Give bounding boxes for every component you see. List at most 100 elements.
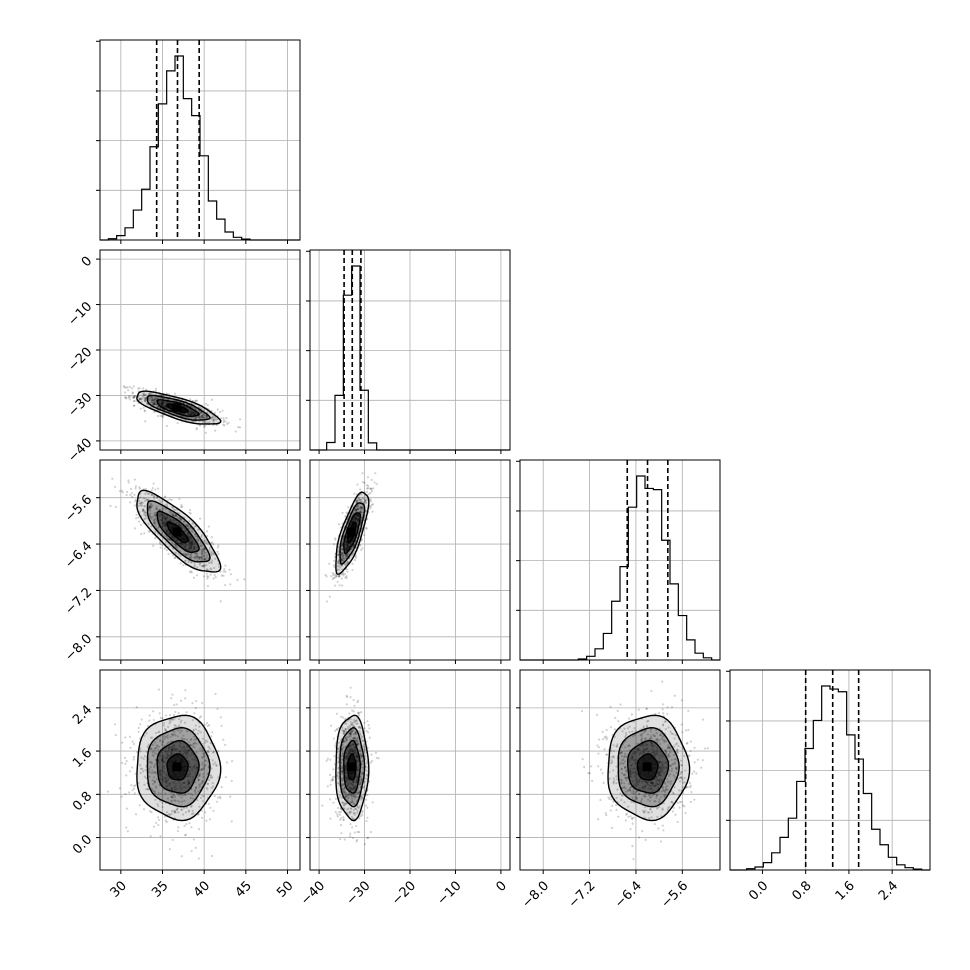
sample-point [330,575,333,578]
sample-point [599,798,602,802]
sample-point [199,747,202,751]
sample-point [193,738,196,742]
sample-point [165,811,169,814]
sample-point [356,514,359,517]
sample-point [202,554,205,558]
sample-point [370,503,373,506]
sample-point [168,813,171,816]
sample-point [152,482,155,485]
sample-point [206,782,210,785]
sample-point [358,730,361,733]
sample-point [335,575,338,578]
sample-point [189,398,192,401]
sample-point [360,739,364,743]
sample-point [194,533,197,536]
density-panel-1-3 [306,669,511,871]
sample-point [356,775,359,779]
sample-point [139,496,142,499]
sample-point [202,549,205,552]
sample-point [152,710,155,713]
sample-point [363,481,366,484]
sample-point [193,746,196,749]
sample-point [354,519,357,522]
sample-point [149,392,152,396]
sample-point [167,532,171,535]
sample-point [142,395,145,398]
sample-point [344,737,347,740]
sample-point [346,543,349,546]
sample-point [342,783,345,786]
sample-point [149,765,152,769]
sample-point [635,772,639,775]
sample-point [344,728,348,731]
sample-point [159,773,162,776]
sample-point [640,738,643,741]
sample-point [188,545,191,548]
sample-point [215,763,218,766]
sample-point [173,718,176,721]
sample-point [186,745,189,749]
sample-point [341,556,345,560]
sample-point [156,777,159,781]
sample-point [165,519,168,522]
sample-point [167,750,170,753]
sample-point [336,756,339,759]
sample-point [352,809,355,812]
sample-point [341,788,344,791]
sample-point [133,395,136,398]
sample-point [614,716,617,720]
sample-point [625,813,628,816]
sample-point [199,541,202,544]
sample-point [356,508,359,511]
sample-point [209,552,212,555]
sample-point [350,730,353,734]
sample-point [352,733,356,736]
sample-point [354,517,357,520]
sample-point [344,757,348,760]
sample-point [185,730,188,733]
sample-point [337,771,340,774]
sample-point [134,772,137,775]
sample-point [655,732,658,735]
sample-point [153,518,156,522]
sample-point [149,512,152,515]
sample-point [689,784,692,787]
sample-point [150,516,153,519]
sample-point [172,547,175,551]
sample-point [124,793,127,796]
sample-point [336,565,339,568]
sample-point [189,512,192,515]
sample-point [642,810,646,814]
sample-point [366,793,369,797]
sample-point [186,553,189,556]
sample-point [158,772,162,775]
sample-point [649,796,652,799]
sample-point [204,558,207,561]
sample-point [128,770,132,773]
sample-point [337,575,341,578]
sample-point [190,826,193,829]
sample-point [187,749,190,752]
sample-point [188,511,191,514]
sample-point [141,501,144,505]
sample-point [173,513,177,517]
sample-point [163,727,167,731]
sample-point [157,804,160,808]
sample-point [152,519,155,522]
sample-point [159,769,163,772]
sample-point [177,523,181,526]
sample-point [164,779,168,782]
sample-point [345,546,348,550]
sample-point [332,576,335,579]
sample-point [356,791,359,795]
sample-point [152,749,155,752]
sample-point [185,751,188,754]
sample-point [331,572,334,575]
sample-point [693,770,696,773]
sample-point [171,734,174,737]
sample-point [155,505,158,508]
sample-point [176,799,179,802]
sample-point [325,575,328,578]
sample-point [674,757,677,761]
sample-point [157,487,160,490]
